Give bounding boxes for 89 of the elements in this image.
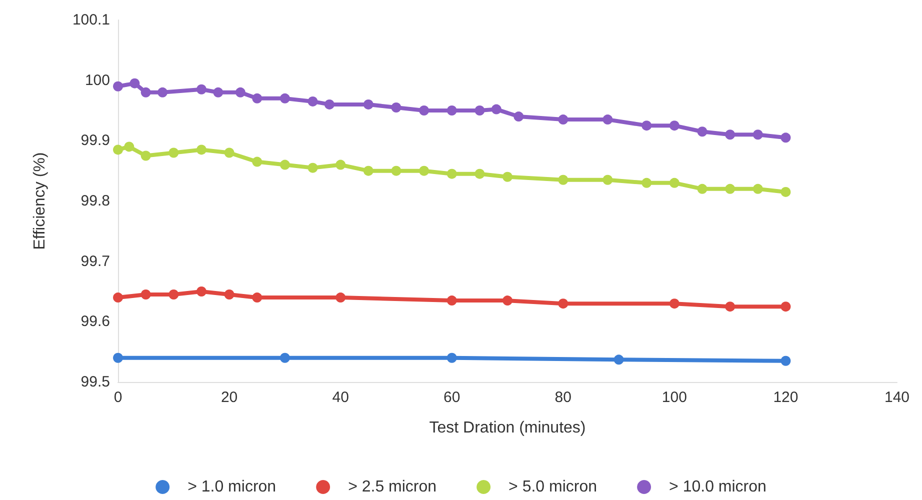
point [558, 298, 568, 309]
x-tick-label: 140 [884, 389, 910, 406]
point [280, 93, 290, 104]
point [725, 184, 736, 194]
point [224, 290, 234, 300]
point [725, 302, 736, 312]
point [113, 81, 123, 92]
point [780, 132, 791, 143]
point [113, 144, 123, 155]
point [252, 292, 262, 303]
point [780, 186, 791, 197]
point [336, 160, 346, 170]
y-tick-label: 100 [84, 72, 110, 89]
point [252, 156, 262, 167]
point [235, 87, 246, 98]
point [140, 87, 151, 98]
point [642, 120, 652, 131]
point [113, 352, 123, 363]
point [558, 174, 568, 185]
legend-label: > 1.0 micron [188, 478, 276, 496]
point [669, 120, 680, 131]
point [602, 174, 613, 185]
point [474, 106, 485, 116]
point [308, 96, 318, 106]
point [196, 84, 206, 94]
point [124, 142, 134, 152]
point [474, 168, 485, 179]
legend-label: > 10.0 micron [669, 478, 766, 496]
y-tick-label: 99.6 [80, 313, 110, 330]
point [446, 296, 457, 306]
point [213, 87, 224, 98]
point [697, 126, 708, 137]
legend-label: > 5.0 micron [508, 478, 598, 496]
point [140, 150, 151, 161]
y-tick-label: 100.1 [72, 12, 110, 28]
y-tick-label: 99.5 [80, 374, 110, 390]
point [780, 356, 791, 366]
point [158, 87, 168, 98]
point [697, 184, 708, 194]
point [602, 114, 613, 125]
point [113, 292, 123, 303]
point [614, 354, 624, 365]
point [669, 298, 680, 309]
point [196, 144, 206, 155]
point [725, 130, 736, 140]
point [514, 112, 524, 122]
y-axis-title: Efficiency (%) [32, 152, 48, 250]
point [502, 296, 512, 306]
point [780, 302, 791, 312]
x-tick-label: 60 [444, 389, 460, 406]
legend-label: > 2.5 micron [348, 478, 437, 496]
point [140, 290, 151, 300]
x-axis-title: Test Dration (minutes) [429, 420, 586, 436]
point [168, 148, 179, 158]
point [669, 178, 680, 188]
x-tick-label: 0 [114, 389, 122, 406]
point [502, 172, 512, 182]
y-tick-label: 99.9 [80, 132, 110, 150]
point [491, 104, 502, 114]
point [752, 130, 763, 140]
point [446, 106, 457, 116]
x-tick-label: 40 [332, 389, 349, 406]
point [752, 184, 763, 194]
point [419, 166, 430, 176]
point [252, 93, 262, 104]
point [391, 102, 402, 112]
point [168, 290, 179, 300]
point [324, 99, 334, 110]
y-tick-label: 99.7 [80, 252, 110, 270]
point [642, 178, 652, 188]
point [280, 352, 290, 363]
point [419, 106, 430, 116]
point [558, 114, 568, 125]
point [363, 99, 374, 110]
point [130, 78, 140, 88]
point [363, 166, 374, 176]
point [336, 292, 346, 303]
x-tick-label: 20 [220, 389, 238, 406]
point [280, 160, 290, 170]
point [446, 168, 457, 179]
point [446, 352, 457, 363]
y-tick-label: 99.8 [80, 192, 110, 210]
point [196, 286, 206, 296]
x-tick-label: 80 [554, 389, 572, 406]
point [308, 162, 318, 173]
point [391, 166, 402, 176]
x-tick-label: 100 [662, 389, 687, 406]
x-tick-label: 120 [773, 389, 798, 406]
point [224, 148, 234, 158]
